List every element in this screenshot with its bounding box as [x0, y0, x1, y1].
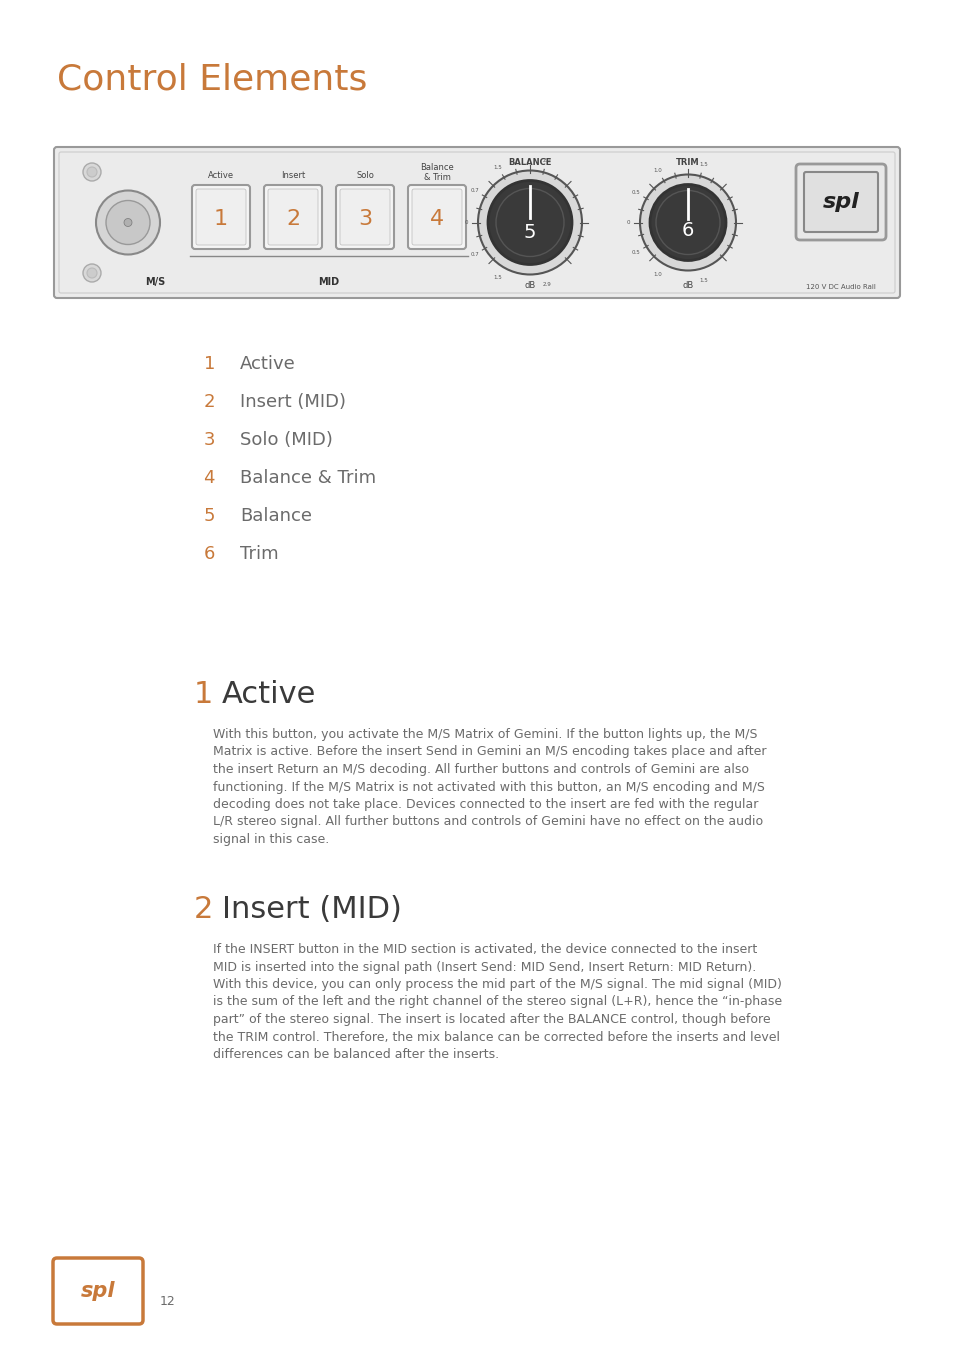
Text: TRIM: TRIM	[676, 158, 700, 167]
Text: Active: Active	[208, 171, 233, 180]
Text: Matrix is active. Before the insert Send in Gemini an M/S encoding takes place a: Matrix is active. Before the insert Send…	[213, 745, 765, 759]
Text: dB: dB	[524, 281, 535, 290]
Text: M/S: M/S	[145, 277, 165, 288]
Text: 5: 5	[203, 508, 214, 525]
Text: the insert Return an M/S decoding. All further buttons and controls of Gemini ar: the insert Return an M/S decoding. All f…	[213, 763, 748, 776]
Text: 2: 2	[286, 209, 300, 230]
Text: 1.5: 1.5	[699, 278, 707, 283]
Text: Insert (MID): Insert (MID)	[222, 895, 401, 923]
Text: Insert (MID): Insert (MID)	[240, 393, 346, 410]
Text: Active: Active	[240, 355, 295, 373]
Text: dB: dB	[681, 281, 693, 290]
Text: 1.5: 1.5	[493, 165, 502, 170]
Circle shape	[477, 170, 581, 274]
FancyBboxPatch shape	[339, 189, 390, 244]
Text: L/R stereo signal. All further buttons and controls of Gemini have no effect on : L/R stereo signal. All further buttons a…	[213, 815, 762, 829]
Text: 0.7: 0.7	[470, 252, 478, 256]
Text: 120 V DC Audio Rail: 120 V DC Audio Rail	[805, 284, 875, 290]
Text: BALANCE: BALANCE	[508, 158, 551, 167]
Text: Balance: Balance	[419, 163, 454, 171]
Text: Insert: Insert	[280, 171, 305, 180]
Text: If the INSERT button in the MID section is activated, the device connected to th: If the INSERT button in the MID section …	[213, 944, 757, 956]
Text: & Trim: & Trim	[423, 173, 450, 182]
Text: 2: 2	[203, 393, 214, 410]
Text: 5: 5	[523, 223, 536, 242]
Text: 0.7: 0.7	[470, 188, 478, 193]
Text: Active: Active	[222, 680, 316, 709]
Text: 1.0: 1.0	[653, 271, 661, 277]
Text: 1.5: 1.5	[493, 275, 502, 281]
Text: 12: 12	[160, 1295, 175, 1308]
Circle shape	[639, 174, 735, 270]
Circle shape	[106, 201, 150, 244]
Text: functioning. If the M/S Matrix is not activated with this button, an M/S encodin: functioning. If the M/S Matrix is not ac…	[213, 780, 764, 794]
Text: 6: 6	[203, 545, 214, 563]
Text: 0: 0	[625, 220, 629, 225]
FancyBboxPatch shape	[53, 1258, 143, 1324]
Text: spl: spl	[81, 1281, 115, 1301]
Text: Control Elements: Control Elements	[57, 62, 367, 96]
FancyBboxPatch shape	[408, 185, 465, 248]
Text: spl: spl	[821, 192, 859, 212]
Text: 0.5: 0.5	[631, 250, 639, 255]
FancyBboxPatch shape	[335, 185, 394, 248]
FancyBboxPatch shape	[268, 189, 317, 244]
Text: 3: 3	[357, 209, 372, 230]
FancyBboxPatch shape	[264, 185, 322, 248]
Text: 3: 3	[203, 431, 214, 450]
Text: 1: 1	[193, 680, 213, 709]
Text: 1: 1	[213, 209, 228, 230]
Circle shape	[83, 265, 101, 282]
Text: Trim: Trim	[240, 545, 278, 563]
Text: MID: MID	[318, 277, 339, 288]
Text: decoding does not take place. Devices connected to the insert are fed with the r: decoding does not take place. Devices co…	[213, 798, 758, 811]
Text: 2.9: 2.9	[541, 282, 551, 286]
Text: 1: 1	[203, 355, 214, 373]
Text: 4: 4	[430, 209, 443, 230]
FancyBboxPatch shape	[803, 171, 877, 232]
Circle shape	[83, 163, 101, 181]
Text: Balance & Trim: Balance & Trim	[240, 468, 375, 487]
Text: Balance: Balance	[240, 508, 312, 525]
Text: signal in this case.: signal in this case.	[213, 833, 329, 846]
Circle shape	[496, 189, 563, 256]
Text: With this button, you activate the M/S Matrix of Gemini. If the button lights up: With this button, you activate the M/S M…	[213, 728, 757, 741]
Text: MID is inserted into the signal path (Insert Send: MID Send, Insert Return: MID : MID is inserted into the signal path (In…	[213, 960, 756, 973]
FancyBboxPatch shape	[192, 185, 250, 248]
Text: 1.5: 1.5	[699, 162, 707, 167]
Circle shape	[124, 219, 132, 227]
Text: 2: 2	[193, 895, 213, 923]
Text: Solo: Solo	[355, 171, 374, 180]
Circle shape	[656, 190, 720, 255]
Text: 0: 0	[464, 220, 467, 225]
Text: 6: 6	[681, 221, 694, 240]
FancyBboxPatch shape	[795, 163, 885, 240]
Text: the TRIM control. Therefore, the mix balance can be corrected before the inserts: the TRIM control. Therefore, the mix bal…	[213, 1030, 780, 1044]
Circle shape	[649, 185, 725, 261]
Circle shape	[87, 269, 97, 278]
Text: 1.0: 1.0	[653, 167, 661, 173]
Text: With this device, you can only process the mid part of the M/S signal. The mid s: With this device, you can only process t…	[213, 977, 781, 991]
Text: is the sum of the left and the right channel of the stereo signal (L+R), hence t: is the sum of the left and the right cha…	[213, 995, 781, 1008]
FancyBboxPatch shape	[412, 189, 461, 244]
Text: differences can be balanced after the inserts.: differences can be balanced after the in…	[213, 1048, 498, 1061]
Circle shape	[488, 181, 572, 265]
Circle shape	[87, 167, 97, 177]
Text: part” of the stereo signal. The insert is located after the BALANCE control, tho: part” of the stereo signal. The insert i…	[213, 1012, 770, 1026]
Text: 4: 4	[203, 468, 214, 487]
Text: Solo (MID): Solo (MID)	[240, 431, 333, 450]
FancyBboxPatch shape	[195, 189, 246, 244]
Text: 0.5: 0.5	[631, 190, 639, 194]
Text: 2.9: 2.9	[541, 158, 551, 163]
Circle shape	[96, 190, 160, 255]
FancyBboxPatch shape	[54, 147, 899, 298]
